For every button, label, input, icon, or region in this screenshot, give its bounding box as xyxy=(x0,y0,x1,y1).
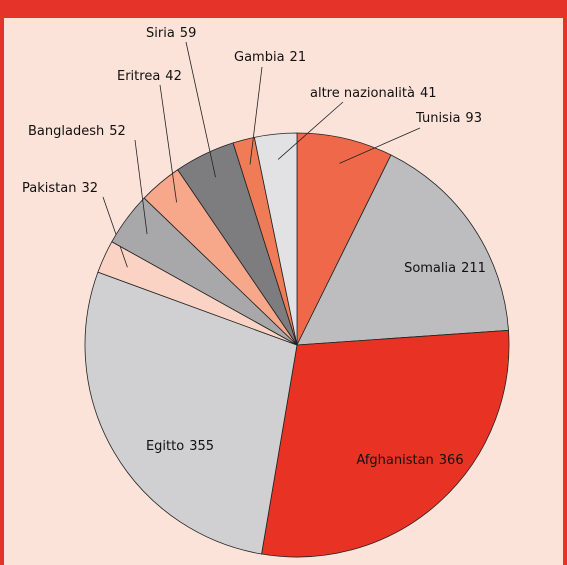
value-label: 52 xyxy=(109,124,126,139)
category-label: Siria xyxy=(146,26,175,41)
category-label: Bangladesh xyxy=(28,124,104,139)
value-label: 211 xyxy=(461,261,486,276)
category-label: Pakistan xyxy=(22,181,76,196)
slice-label: Afghanistan 366 xyxy=(356,453,463,468)
slice-label: Somalia 211 xyxy=(404,261,486,276)
leader-line xyxy=(249,66,263,165)
pie-slice xyxy=(296,154,509,346)
category-label: Afghanistan xyxy=(356,453,433,468)
pie-slice xyxy=(84,271,298,555)
value-label: 355 xyxy=(189,439,214,454)
value-label: 42 xyxy=(165,69,182,84)
value-label: 32 xyxy=(81,181,98,196)
slice-label: altre nazionalità 41 xyxy=(310,86,437,101)
leader-line xyxy=(134,139,148,235)
slice-label: Tunisia 93 xyxy=(415,111,482,126)
leader-line xyxy=(339,127,421,164)
leader-line xyxy=(185,41,216,178)
value-label: 366 xyxy=(439,453,464,468)
slice-label: Pakistan 32 xyxy=(22,181,98,196)
pie-slice xyxy=(253,132,298,346)
slice-label: Egitto 355 xyxy=(146,439,214,454)
pie-slice xyxy=(261,329,510,558)
pie-slice xyxy=(296,132,392,346)
value-label: 21 xyxy=(290,50,307,65)
slice-label: Siria 59 xyxy=(146,26,196,41)
value-label: 59 xyxy=(180,26,197,41)
category-label: Egitto xyxy=(146,439,184,454)
value-label: 41 xyxy=(420,86,437,101)
category-label: Gambia xyxy=(234,50,285,65)
value-label: 93 xyxy=(465,111,482,126)
slice-label: Bangladesh 52 xyxy=(28,124,126,139)
leader-line xyxy=(102,196,128,268)
leader-line xyxy=(159,84,178,203)
category-label: altre nazionalità xyxy=(310,86,415,101)
leader-line xyxy=(277,101,344,160)
category-label: Eritrea xyxy=(117,69,160,84)
slice-label: Gambia 21 xyxy=(234,50,306,65)
category-label: Tunisia xyxy=(415,111,460,126)
category-label: Somalia xyxy=(404,261,456,276)
slice-label: Eritrea 42 xyxy=(117,69,182,84)
